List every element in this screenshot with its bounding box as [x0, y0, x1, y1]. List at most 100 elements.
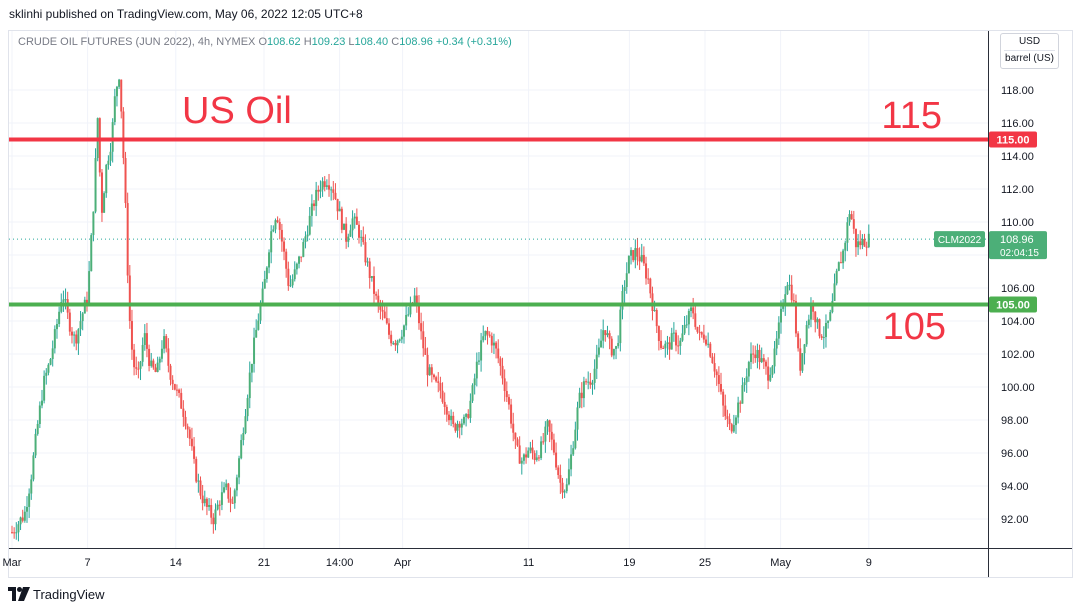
candle — [591, 379, 594, 395]
candle — [210, 498, 213, 525]
candle — [734, 415, 737, 434]
y-tick-label: 96.00 — [1001, 448, 1029, 460]
candle — [662, 345, 665, 349]
candle-body — [520, 460, 523, 464]
candle-body — [272, 229, 275, 232]
candle — [313, 200, 316, 211]
candle-body — [846, 222, 849, 243]
candle — [705, 335, 708, 347]
candle-body — [330, 189, 333, 191]
candle — [263, 270, 266, 289]
candle-body — [677, 345, 680, 347]
candle-body — [859, 241, 862, 246]
candle — [842, 248, 845, 269]
candle-body — [621, 291, 624, 310]
candle — [53, 325, 56, 354]
candle-body — [636, 248, 639, 257]
candle — [694, 303, 697, 330]
candle-body — [786, 285, 789, 295]
candle-body — [850, 214, 853, 220]
candle — [235, 474, 238, 497]
candle-body — [377, 295, 380, 304]
candle — [604, 330, 607, 342]
candles — [11, 78, 870, 542]
candle-body — [867, 233, 870, 248]
candle-body — [381, 309, 384, 312]
candle — [563, 489, 566, 499]
candle — [816, 317, 819, 329]
candle — [518, 436, 521, 464]
candle — [818, 318, 821, 339]
candle-body — [197, 480, 200, 482]
candle-body — [471, 385, 474, 401]
candle — [100, 169, 103, 222]
candle-body — [169, 365, 172, 380]
candle — [242, 427, 245, 446]
candle — [760, 347, 763, 364]
candle — [587, 371, 590, 390]
candle — [486, 326, 489, 345]
candle-body — [426, 354, 429, 376]
candle-body — [522, 454, 525, 461]
candle-body — [259, 304, 262, 321]
candle — [184, 410, 187, 430]
candle — [289, 275, 292, 288]
candle — [572, 441, 575, 457]
candle — [799, 338, 802, 376]
candle — [387, 318, 390, 340]
legend-open: 108.62 — [267, 36, 301, 48]
candle-body — [68, 312, 71, 332]
candle — [803, 343, 806, 365]
candle-body — [246, 398, 249, 417]
candle — [73, 331, 76, 347]
candle — [370, 276, 373, 282]
candle — [848, 210, 851, 226]
candle — [407, 307, 410, 317]
candle — [707, 332, 710, 348]
y-tick-label: 102.00 — [1001, 349, 1035, 361]
currency-unit-selector[interactable]: USD barrel (US) — [1000, 33, 1059, 69]
candle-body — [679, 340, 682, 346]
candle — [229, 487, 232, 513]
candle-body — [454, 424, 457, 431]
candle-body — [764, 361, 767, 367]
candle-body — [210, 505, 213, 518]
candle-body — [681, 333, 684, 341]
candle — [698, 324, 701, 341]
horizontal-lines[interactable]: 115.00 105.00 — [9, 131, 1037, 313]
candle-body — [214, 509, 217, 525]
candle — [756, 343, 759, 369]
candle-body — [385, 318, 388, 324]
candle — [640, 243, 643, 263]
candle-body — [518, 445, 521, 464]
candle — [323, 176, 326, 192]
candle-body — [690, 307, 693, 311]
candle-body — [619, 309, 622, 344]
candle-body — [428, 367, 431, 376]
candle-body — [593, 368, 596, 383]
candle — [668, 336, 671, 360]
candle — [822, 326, 825, 349]
candle-body — [208, 505, 211, 507]
candle — [278, 218, 281, 240]
candle-body — [360, 236, 363, 238]
candle — [390, 330, 393, 347]
candle — [280, 223, 283, 252]
candle — [368, 257, 371, 289]
time-axis[interactable]: Mar 7 14 21 14:00 Apr 11 19 25 May 9 — [3, 548, 1072, 570]
candle-body — [38, 405, 41, 424]
candle — [122, 107, 125, 165]
candle-body — [289, 285, 292, 287]
candle — [75, 330, 78, 351]
candle-body — [225, 483, 228, 488]
candle — [283, 237, 286, 261]
candle — [726, 409, 729, 428]
candle-body — [730, 424, 733, 432]
candle — [94, 148, 97, 214]
candle — [347, 233, 350, 248]
candle-body — [212, 517, 215, 525]
symbol-legend[interactable]: CRUDE OIL FUTURES (JUN 2022), 4h, NYMEX … — [18, 36, 512, 48]
candle-body — [835, 270, 838, 284]
candle-body — [19, 517, 22, 525]
